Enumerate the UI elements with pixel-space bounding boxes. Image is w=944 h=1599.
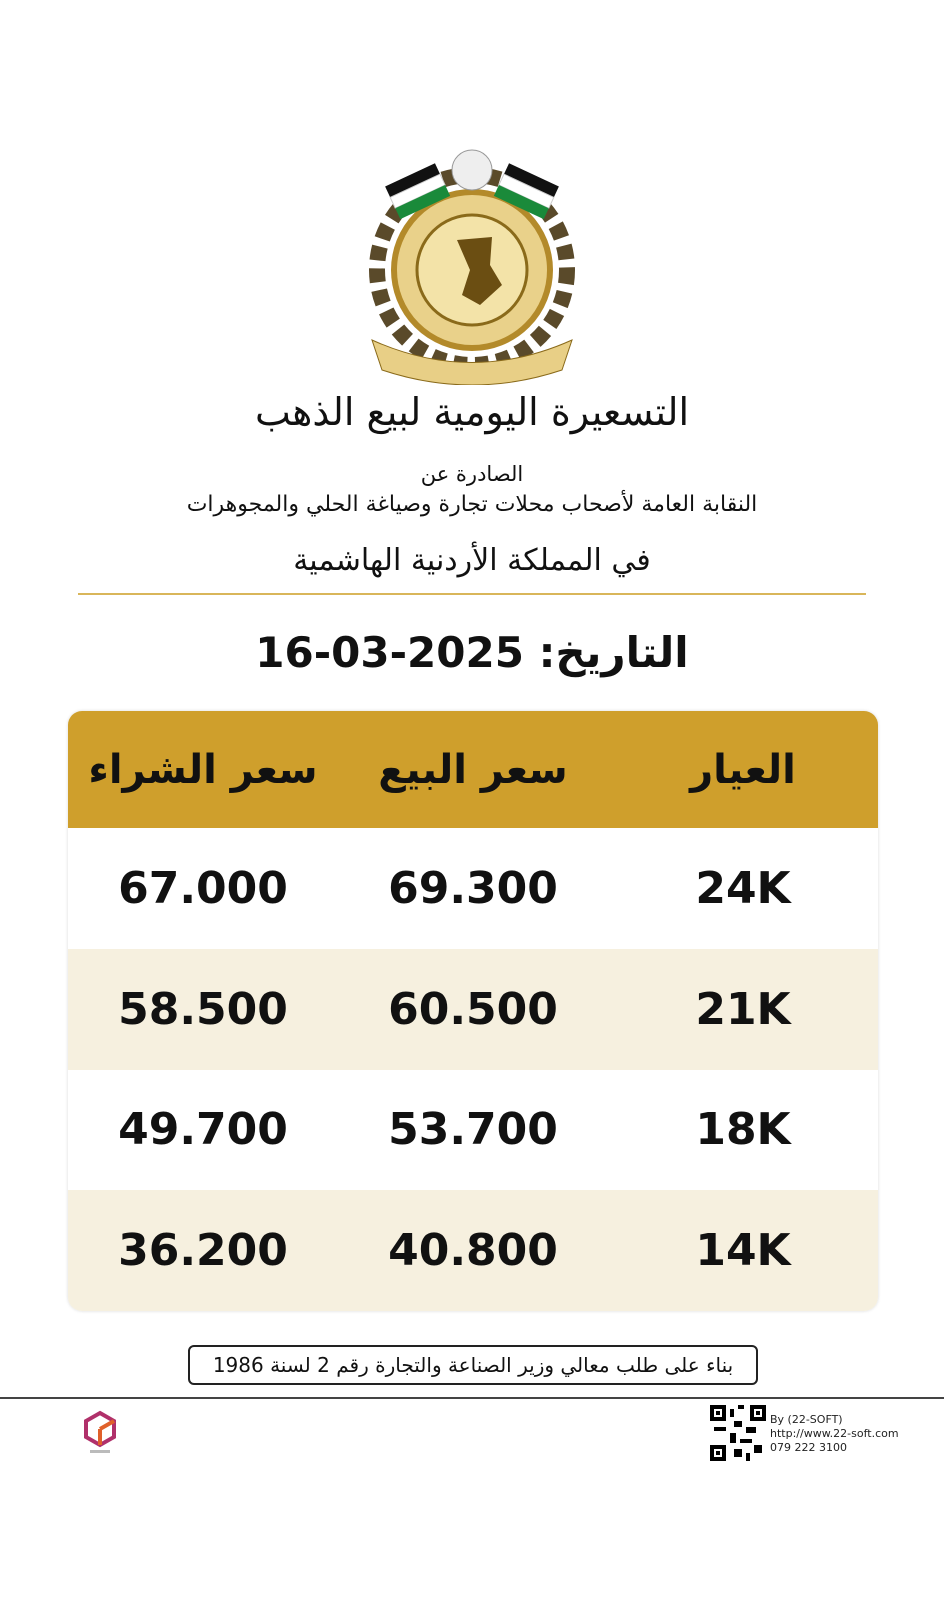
- table-header: العيار سعر البيع سعر الشراء: [68, 711, 878, 828]
- brand-logo: [84, 1410, 116, 1453]
- credit-url[interactable]: http://www.22-soft.com: [770, 1427, 899, 1440]
- buy-price: 36.200: [118, 1225, 288, 1277]
- issued-by: الصادرة عن: [420, 462, 524, 486]
- karat: 24K: [695, 862, 791, 914]
- divider: [78, 593, 866, 595]
- table-row: 18K 53.700 49.700: [68, 1070, 878, 1191]
- sell-price: 60.500: [388, 983, 558, 1035]
- kingdom-name: في المملكة الأردنية الهاشمية: [293, 543, 651, 578]
- date-value: 16-03-2025: [255, 628, 524, 677]
- karat: 21K: [695, 983, 791, 1035]
- date-line: التاريخ: 16-03-2025: [0, 628, 944, 677]
- table-row: 24K 69.300 67.000: [68, 828, 878, 949]
- qr-code: [710, 1405, 766, 1461]
- credit-block: By (22-SOFT) http://www.22-soft.com 079 …: [770, 1413, 899, 1455]
- price-table: العيار سعر البيع سعر الشراء 24K 69.300 6…: [68, 711, 878, 1311]
- table-row: 14K 40.800 36.200: [68, 1190, 878, 1311]
- buy-price: 58.500: [118, 983, 288, 1035]
- column-buy: سعر الشراء: [88, 746, 318, 793]
- sell-price: 40.800: [388, 1225, 558, 1277]
- sell-price: 69.300: [388, 862, 558, 914]
- page-title: التسعيرة اليومية لبيع الذهب: [254, 390, 689, 434]
- union-name: النقابة العامة لأصحاب محلات تجارة وصياغة…: [186, 492, 758, 517]
- buy-price: 67.000: [118, 862, 288, 914]
- karat: 18K: [695, 1104, 791, 1156]
- buy-price: 49.700: [118, 1104, 288, 1156]
- column-karat: العيار: [690, 746, 796, 793]
- union-logo: [369, 149, 575, 385]
- ministry-note: بناء على طلب معالي وزير الصناعة والتجارة…: [188, 1345, 758, 1385]
- credit-phone: 079 222 3100: [770, 1441, 847, 1454]
- karat: 14K: [695, 1225, 791, 1277]
- sell-price: 53.700: [388, 1104, 558, 1156]
- date-label: التاريخ:: [538, 628, 689, 677]
- footer-divider: [0, 1397, 944, 1399]
- credit-by: By (22-SOFT): [770, 1413, 843, 1426]
- table-row: 21K 60.500 58.500: [68, 948, 878, 1070]
- column-sell: سعر البيع: [378, 746, 568, 793]
